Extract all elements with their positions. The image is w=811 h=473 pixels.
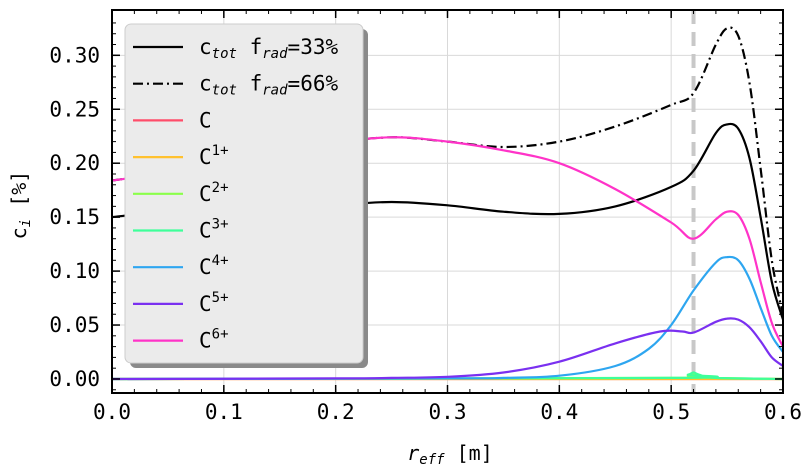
x-tick-label: 0.0 xyxy=(93,400,131,424)
y-tick-label: 0.25 xyxy=(49,97,100,121)
y-axis-label-main: c xyxy=(7,227,31,239)
x-tick-label: 0.2 xyxy=(317,400,355,424)
x-tick-labels: 0.0 0.1 0.2 0.3 0.4 0.5 0.6 xyxy=(93,400,802,424)
legend-label-part: 3+ xyxy=(212,217,229,233)
x-tick-label: 0.5 xyxy=(652,400,690,424)
y-tick-label: 0.00 xyxy=(49,367,100,391)
x-axis-label-unit: [m] xyxy=(445,441,493,465)
legend-label-part: f xyxy=(237,72,262,96)
legend-label-part: rad xyxy=(262,46,288,62)
legend-label-part: C xyxy=(199,219,212,243)
legend-label-part: =33% xyxy=(288,35,339,59)
x-tick-label: 0.4 xyxy=(540,400,578,424)
x-tick-label: 0.6 xyxy=(764,400,802,424)
legend-label-C3: C3+ xyxy=(199,217,229,243)
x-tick-label: 0.3 xyxy=(429,400,467,424)
legend-label-part: C xyxy=(199,182,212,206)
axis-ticks xyxy=(111,10,784,393)
y-tick-label: 0.05 xyxy=(49,313,100,337)
legend-label-part: C xyxy=(199,255,212,279)
legend-label-C4: C4+ xyxy=(199,253,229,279)
legend-label-ctot66: ctot frad=66% xyxy=(199,72,338,99)
legend-label-part: =66% xyxy=(288,72,339,96)
legend-label-part: 2+ xyxy=(212,180,229,196)
y-tick-label: 0.10 xyxy=(49,259,100,283)
legend-label-ctot33: ctot frad=33% xyxy=(199,35,338,62)
legend-label-C1: C1+ xyxy=(199,143,229,169)
legend-items: ctot frad=33%ctot frad=66%CC1+C2+C3+C4+C… xyxy=(133,35,338,353)
x-axis-label-sub: eff xyxy=(419,452,445,468)
legend-label-C2: C2+ xyxy=(199,180,229,206)
legend-label-C0: C xyxy=(199,108,212,132)
y-tick-label: 0.20 xyxy=(49,151,100,175)
series-line-C5 xyxy=(111,317,784,381)
y-tick-label: 0.15 xyxy=(49,205,100,229)
legend-label-part: 4+ xyxy=(212,253,229,269)
legend-label-part: c xyxy=(199,35,212,59)
x-axis-label-main: r xyxy=(407,441,419,465)
legend-label-part: rad xyxy=(262,83,288,99)
legend-box xyxy=(124,23,364,364)
legend-label-C5: C5+ xyxy=(199,290,229,316)
legend-label-part: f xyxy=(237,35,262,59)
y-tick-labels: 0.00 0.05 0.10 0.15 0.20 0.25 0.30 xyxy=(49,43,100,391)
legend-label-part: tot xyxy=(212,46,237,62)
x-axis-label: reff [m] xyxy=(407,441,493,468)
legend-label-part: tot xyxy=(212,83,237,99)
legend-label-part: C xyxy=(199,329,212,353)
legend-label-part: C xyxy=(199,292,212,316)
legend-label-part: c xyxy=(199,72,212,96)
legend: ctot frad=33%ctot frad=66%CC1+C2+C3+C4+C… xyxy=(124,23,368,368)
legend-label-part: C xyxy=(199,145,212,169)
y-axis-label-unit: [%] xyxy=(7,171,31,219)
y-axis-label-sub: i xyxy=(18,219,34,227)
legend-label-part: C xyxy=(199,108,212,132)
legend-label-part: 5+ xyxy=(212,290,229,306)
legend-label-part: 6+ xyxy=(212,327,229,343)
x-tick-label: 0.1 xyxy=(205,400,243,424)
legend-label-part: 1+ xyxy=(212,143,229,159)
y-tick-label: 0.30 xyxy=(49,43,100,67)
series-line-C4 xyxy=(111,255,784,381)
legend-label-C6: C6+ xyxy=(199,327,229,353)
y-axis-label: ci [%] xyxy=(7,171,34,240)
